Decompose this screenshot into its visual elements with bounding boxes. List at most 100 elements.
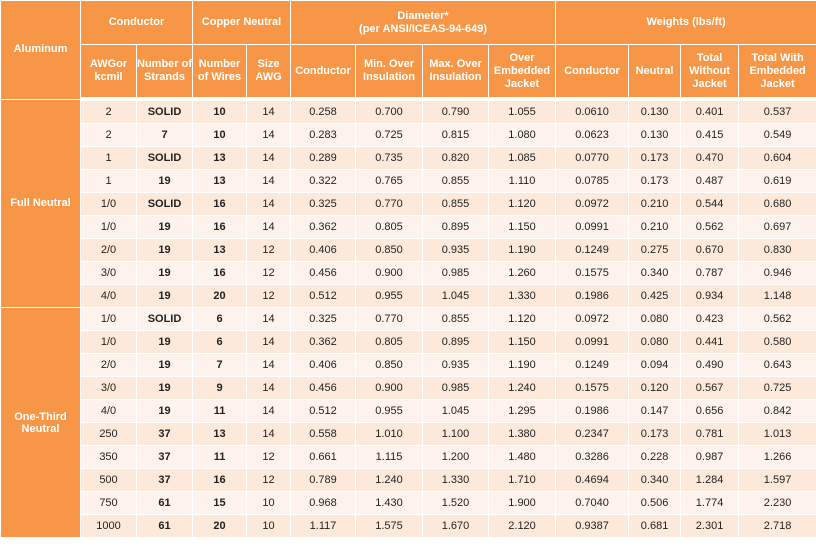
table-cell: 0.340 (628, 261, 682, 285)
table-cell: 0.700 (355, 98, 424, 124)
table-cell: 14 (246, 192, 292, 216)
table-cell: 0.289 (290, 146, 357, 170)
table-cell: 0.770 (355, 192, 424, 216)
table-cell: 1.045 (422, 284, 490, 308)
table-cell: SOLID (135, 146, 194, 170)
table-cell: 1.115 (355, 445, 424, 469)
table-cell: 0.0991 (555, 330, 630, 354)
table-cell: 1.380 (488, 422, 557, 446)
table-cell: 4/0 (80, 399, 137, 423)
table-row: 1/0 SOLID 16 14 0.325 0.770 0.855 1.120 0.0972 0.… (1, 192, 816, 216)
table-cell: 1.190 (488, 238, 557, 262)
table-cell: 1000 (80, 514, 137, 538)
table-row: 1/0 19 16 14 0.362 0.805 0.895 1.150 0.0991 0.210… (1, 215, 816, 239)
table-cell: 0.619 (738, 169, 816, 193)
column-header: Total With Embedded Jacket (738, 44, 816, 101)
table-cell: 19 (135, 376, 194, 400)
table-cell: 0.258 (290, 98, 357, 124)
table-cell: 19 (135, 399, 194, 423)
table-cell: SOLID (135, 98, 194, 124)
section-label: Full Neutral (0, 98, 81, 308)
table-cell: 0.855 (422, 307, 490, 331)
table-cell: 1.480 (488, 445, 557, 469)
table-cell: 14 (246, 330, 292, 354)
table-cell: 2.230 (738, 491, 816, 515)
table-cell: 6 (192, 307, 248, 331)
table-cell: 13 (192, 238, 248, 262)
table-row: 500 37 16 12 0.789 1.240 1.330 1.710 0.4694 0.340… (1, 468, 816, 492)
table-cell: 1.045 (422, 399, 490, 423)
table-row: 1 19 13 14 0.322 0.765 0.855 1.110 0.0785 0.173 0.… (1, 169, 816, 193)
table-cell: 2 (80, 123, 137, 147)
table-row: 350 37 11 12 0.661 1.115 1.200 1.480 0.3286 0.228… (1, 445, 816, 469)
table-row: 3/0 19 16 12 0.456 0.900 0.985 1.260 0.1575 0.340… (1, 261, 816, 285)
table-cell: 1.520 (422, 491, 490, 515)
corner-header: Aluminum (0, 0, 81, 100)
table-cell: 2.718 (738, 514, 816, 538)
table-cell: 11 (192, 445, 248, 469)
table-cell: 2/0 (80, 353, 137, 377)
column-header: Min. Over Insulation (355, 44, 424, 101)
table-cell: 0.562 (738, 307, 816, 331)
table-cell: 1.330 (488, 284, 557, 308)
table-cell: 0.725 (355, 123, 424, 147)
table-cell: 0.787 (680, 261, 740, 285)
table-cell: 1.110 (488, 169, 557, 193)
table-cell: 0.0972 (555, 307, 630, 331)
table-cell: 7 (135, 123, 194, 147)
table-cell: 0.987 (680, 445, 740, 469)
table-cell: 1.266 (738, 445, 816, 469)
table-cell: 1/0 (80, 330, 137, 354)
table-cell: 13 (192, 146, 248, 170)
table-cell: 2 (80, 98, 137, 124)
table-cell: 61 (135, 514, 194, 538)
table-cell: 14 (246, 422, 292, 446)
table-cell: 1/0 (80, 192, 137, 216)
table-cell: 37 (135, 445, 194, 469)
table-cell: 1/0 (80, 215, 137, 239)
table-cell: 16 (192, 215, 248, 239)
table-cell: 0.512 (290, 399, 357, 423)
table-cell: 0.790 (422, 98, 490, 124)
table-cell: 0.985 (422, 376, 490, 400)
column-header: AWGor kcmil (80, 44, 137, 101)
table-cell: 0.0972 (555, 192, 630, 216)
table-cell: 0.441 (680, 330, 740, 354)
table-row: 1/0 19 6 14 0.362 0.805 0.895 1.150 0.0991 0.080 0… (1, 330, 816, 354)
table-cell: 0.946 (738, 261, 816, 285)
table-cell: 9 (192, 376, 248, 400)
table-cell: 1.295 (488, 399, 557, 423)
table-cell: 0.895 (422, 330, 490, 354)
column-header-row: AWGor kcmil Number of Strands Number of Wi… (1, 44, 816, 101)
group-title: Diameter* (397, 9, 449, 22)
table-cell: 10 (246, 514, 292, 538)
table-cell: 0.470 (680, 146, 740, 170)
table-cell: 0.1249 (555, 353, 630, 377)
table-cell: 0.604 (738, 146, 816, 170)
table-cell: 0.0991 (555, 215, 630, 239)
table-cell: 14 (246, 123, 292, 147)
table-cell: 1.120 (488, 192, 557, 216)
table-cell: 1.010 (355, 422, 424, 446)
table-cell: 19 (135, 353, 194, 377)
table-cell: 6 (192, 330, 248, 354)
table-cell: 0.487 (680, 169, 740, 193)
table-cell: 0.697 (738, 215, 816, 239)
table-row: 1000 61 20 10 1.117 1.575 1.670 2.120 0.9387 0.68… (1, 514, 816, 538)
table-cell: 0.362 (290, 330, 357, 354)
table-cell: 0.210 (628, 215, 682, 239)
table-cell: 1.080 (488, 123, 557, 147)
table-cell: 14 (246, 146, 292, 170)
table-cell: 19 (135, 169, 194, 193)
table-cell: 0.080 (628, 307, 682, 331)
table-cell: 0.210 (628, 192, 682, 216)
table-cell: 0.456 (290, 376, 357, 400)
table-cell: 0.173 (628, 169, 682, 193)
table-cell: 0.130 (628, 98, 682, 124)
table-cell: 1.670 (422, 514, 490, 538)
table-cell: 16 (192, 261, 248, 285)
table-cell: 1.150 (488, 215, 557, 239)
table-cell: 0.643 (738, 353, 816, 377)
table-cell: 1.055 (488, 98, 557, 124)
